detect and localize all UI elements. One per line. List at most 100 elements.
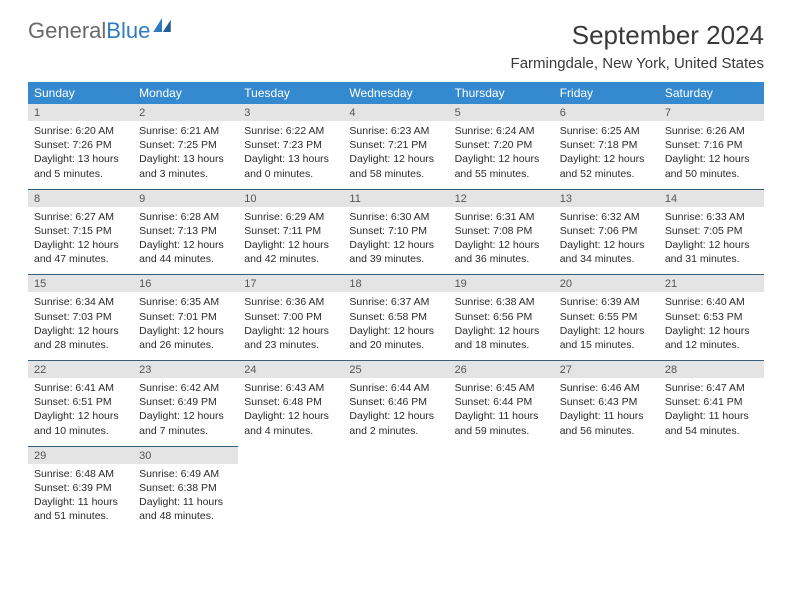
day-number-row: 15161718192021 xyxy=(28,275,764,293)
sunrise-text: Sunrise: 6:27 AM xyxy=(34,210,127,224)
sunrise-text: Sunrise: 6:37 AM xyxy=(349,295,442,309)
sunset-text: Sunset: 6:46 PM xyxy=(349,395,442,409)
sunset-text: Sunset: 7:15 PM xyxy=(34,224,127,238)
day-number-cell: 6 xyxy=(554,104,659,121)
day-content-cell: Sunrise: 6:41 AMSunset: 6:51 PMDaylight:… xyxy=(28,378,133,446)
day-content-cell: Sunrise: 6:46 AMSunset: 6:43 PMDaylight:… xyxy=(554,378,659,446)
page-title: September 2024 xyxy=(572,20,764,51)
sunrise-text: Sunrise: 6:40 AM xyxy=(665,295,758,309)
sunset-text: Sunset: 6:58 PM xyxy=(349,310,442,324)
day-content-row: Sunrise: 6:27 AMSunset: 7:15 PM Daylight:… xyxy=(28,207,764,275)
day-content-cell: Sunrise: 6:27 AMSunset: 7:15 PMDaylight:… xyxy=(28,207,133,275)
daylight-text: Daylight: 11 hours and 51 minutes. xyxy=(34,495,127,523)
calendar-table: Sunday Monday Tuesday Wednesday Thursday… xyxy=(28,82,764,531)
day-number-cell: 29 xyxy=(28,446,133,464)
logo-sail-icon xyxy=(153,18,171,32)
day-number-cell: 23 xyxy=(133,361,238,379)
sunset-text: Sunset: 7:10 PM xyxy=(349,224,442,238)
sunrise-text: Sunrise: 6:26 AM xyxy=(665,124,758,138)
sunset-text: Sunset: 7:20 PM xyxy=(455,138,548,152)
day-content-cell: Sunrise: 6:34 AMSunset: 7:03 PMDaylight:… xyxy=(28,292,133,360)
day-content-cell: Sunrise: 6:32 AMSunset: 7:06 PMDaylight:… xyxy=(554,207,659,275)
weekday-header: Thursday xyxy=(449,82,554,104)
header-row: GeneralBlue September 2024 xyxy=(28,20,764,51)
sunrise-text: Sunrise: 6:48 AM xyxy=(34,467,127,481)
day-content-cell: Sunrise: 6:42 AMSunset: 6:49 PMDaylight:… xyxy=(133,378,238,446)
sunset-text: Sunset: 7:26 PM xyxy=(34,138,127,152)
day-number-cell: 21 xyxy=(659,275,764,293)
day-number-cell: 12 xyxy=(449,189,554,207)
day-content-cell: Sunrise: 6:22 AMSunset: 7:23 PMDaylight:… xyxy=(238,121,343,189)
daylight-text: Daylight: 13 hours and 3 minutes. xyxy=(139,152,232,180)
sunset-text: Sunset: 6:38 PM xyxy=(139,481,232,495)
sunrise-text: Sunrise: 6:45 AM xyxy=(455,381,548,395)
day-number-cell: 26 xyxy=(449,361,554,379)
weekday-header: Saturday xyxy=(659,82,764,104)
sunset-text: Sunset: 7:18 PM xyxy=(560,138,653,152)
weekday-header: Wednesday xyxy=(343,82,448,104)
day-content-cell xyxy=(238,464,343,532)
day-content-cell: Sunrise: 6:39 AMSunset: 6:55 PMDaylight:… xyxy=(554,292,659,360)
sunset-text: Sunset: 6:43 PM xyxy=(560,395,653,409)
daylight-text: Daylight: 12 hours and 36 minutes. xyxy=(455,238,548,266)
day-content-cell: Sunrise: 6:21 AMSunset: 7:25 PMDaylight:… xyxy=(133,121,238,189)
weekday-header: Tuesday xyxy=(238,82,343,104)
day-number-row: 1234567 xyxy=(28,104,764,121)
sunset-text: Sunset: 7:05 PM xyxy=(665,224,758,238)
sunrise-text: Sunrise: 6:35 AM xyxy=(139,295,232,309)
sunset-text: Sunset: 7:25 PM xyxy=(139,138,232,152)
sunrise-text: Sunrise: 6:38 AM xyxy=(455,295,548,309)
day-content-cell: Sunrise: 6:33 AMSunset: 7:05 PMDaylight:… xyxy=(659,207,764,275)
day-number-cell xyxy=(238,446,343,464)
day-number-cell: 17 xyxy=(238,275,343,293)
daylight-text: Daylight: 11 hours and 48 minutes. xyxy=(139,495,232,523)
day-content-cell: Sunrise: 6:37 AMSunset: 6:58 PMDaylight:… xyxy=(343,292,448,360)
daylight-text: Daylight: 12 hours and 34 minutes. xyxy=(560,238,653,266)
calendar-page: GeneralBlue September 2024 Farmingdale, … xyxy=(0,0,792,551)
daylight-text: Daylight: 12 hours and 39 minutes. xyxy=(349,238,442,266)
day-number-cell: 8 xyxy=(28,189,133,207)
sunset-text: Sunset: 6:48 PM xyxy=(244,395,337,409)
sunrise-text: Sunrise: 6:41 AM xyxy=(34,381,127,395)
sunrise-text: Sunrise: 6:47 AM xyxy=(665,381,758,395)
daylight-text: Daylight: 12 hours and 31 minutes. xyxy=(665,238,758,266)
day-number-cell: 15 xyxy=(28,275,133,293)
sunrise-text: Sunrise: 6:24 AM xyxy=(455,124,548,138)
sunrise-text: Sunrise: 6:34 AM xyxy=(34,295,127,309)
daylight-text: Daylight: 12 hours and 42 minutes. xyxy=(244,238,337,266)
daylight-text: Daylight: 12 hours and 10 minutes. xyxy=(34,409,127,437)
sunset-text: Sunset: 6:51 PM xyxy=(34,395,127,409)
sunrise-text: Sunrise: 6:20 AM xyxy=(34,124,127,138)
day-number-row: 2930 xyxy=(28,446,764,464)
daylight-text: Daylight: 12 hours and 2 minutes. xyxy=(349,409,442,437)
day-number-cell xyxy=(449,446,554,464)
daylight-text: Daylight: 13 hours and 0 minutes. xyxy=(244,152,337,180)
day-content-cell xyxy=(659,464,764,532)
day-content-cell: Sunrise: 6:25 AMSunset: 7:18 PMDaylight:… xyxy=(554,121,659,189)
day-content-cell: Sunrise: 6:23 AMSunset: 7:21 PMDaylight:… xyxy=(343,121,448,189)
daylight-text: Daylight: 12 hours and 50 minutes. xyxy=(665,152,758,180)
location-subtitle: Farmingdale, New York, United States xyxy=(28,55,764,72)
sunrise-text: Sunrise: 6:21 AM xyxy=(139,124,232,138)
day-content-cell: Sunrise: 6:45 AMSunset: 6:44 PMDaylight:… xyxy=(449,378,554,446)
sunset-text: Sunset: 6:53 PM xyxy=(665,310,758,324)
sunset-text: Sunset: 6:55 PM xyxy=(560,310,653,324)
sunrise-text: Sunrise: 6:44 AM xyxy=(349,381,442,395)
day-content-cell: Sunrise: 6:26 AMSunset: 7:16 PMDaylight:… xyxy=(659,121,764,189)
day-content-cell: Sunrise: 6:40 AMSunset: 6:53 PMDaylight:… xyxy=(659,292,764,360)
day-number-cell: 1 xyxy=(28,104,133,121)
sunrise-text: Sunrise: 6:33 AM xyxy=(665,210,758,224)
daylight-text: Daylight: 11 hours and 54 minutes. xyxy=(665,409,758,437)
day-number-cell: 4 xyxy=(343,104,448,121)
day-content-cell: Sunrise: 6:44 AMSunset: 6:46 PMDaylight:… xyxy=(343,378,448,446)
day-number-cell: 28 xyxy=(659,361,764,379)
day-number-cell: 22 xyxy=(28,361,133,379)
day-number-cell: 24 xyxy=(238,361,343,379)
sunset-text: Sunset: 7:01 PM xyxy=(139,310,232,324)
day-content-cell: Sunrise: 6:36 AMSunset: 7:00 PMDaylight:… xyxy=(238,292,343,360)
sunset-text: Sunset: 6:41 PM xyxy=(665,395,758,409)
daylight-text: Daylight: 12 hours and 52 minutes. xyxy=(560,152,653,180)
daylight-text: Daylight: 12 hours and 58 minutes. xyxy=(349,152,442,180)
day-number-row: 891011121314 xyxy=(28,189,764,207)
day-content-cell xyxy=(343,464,448,532)
